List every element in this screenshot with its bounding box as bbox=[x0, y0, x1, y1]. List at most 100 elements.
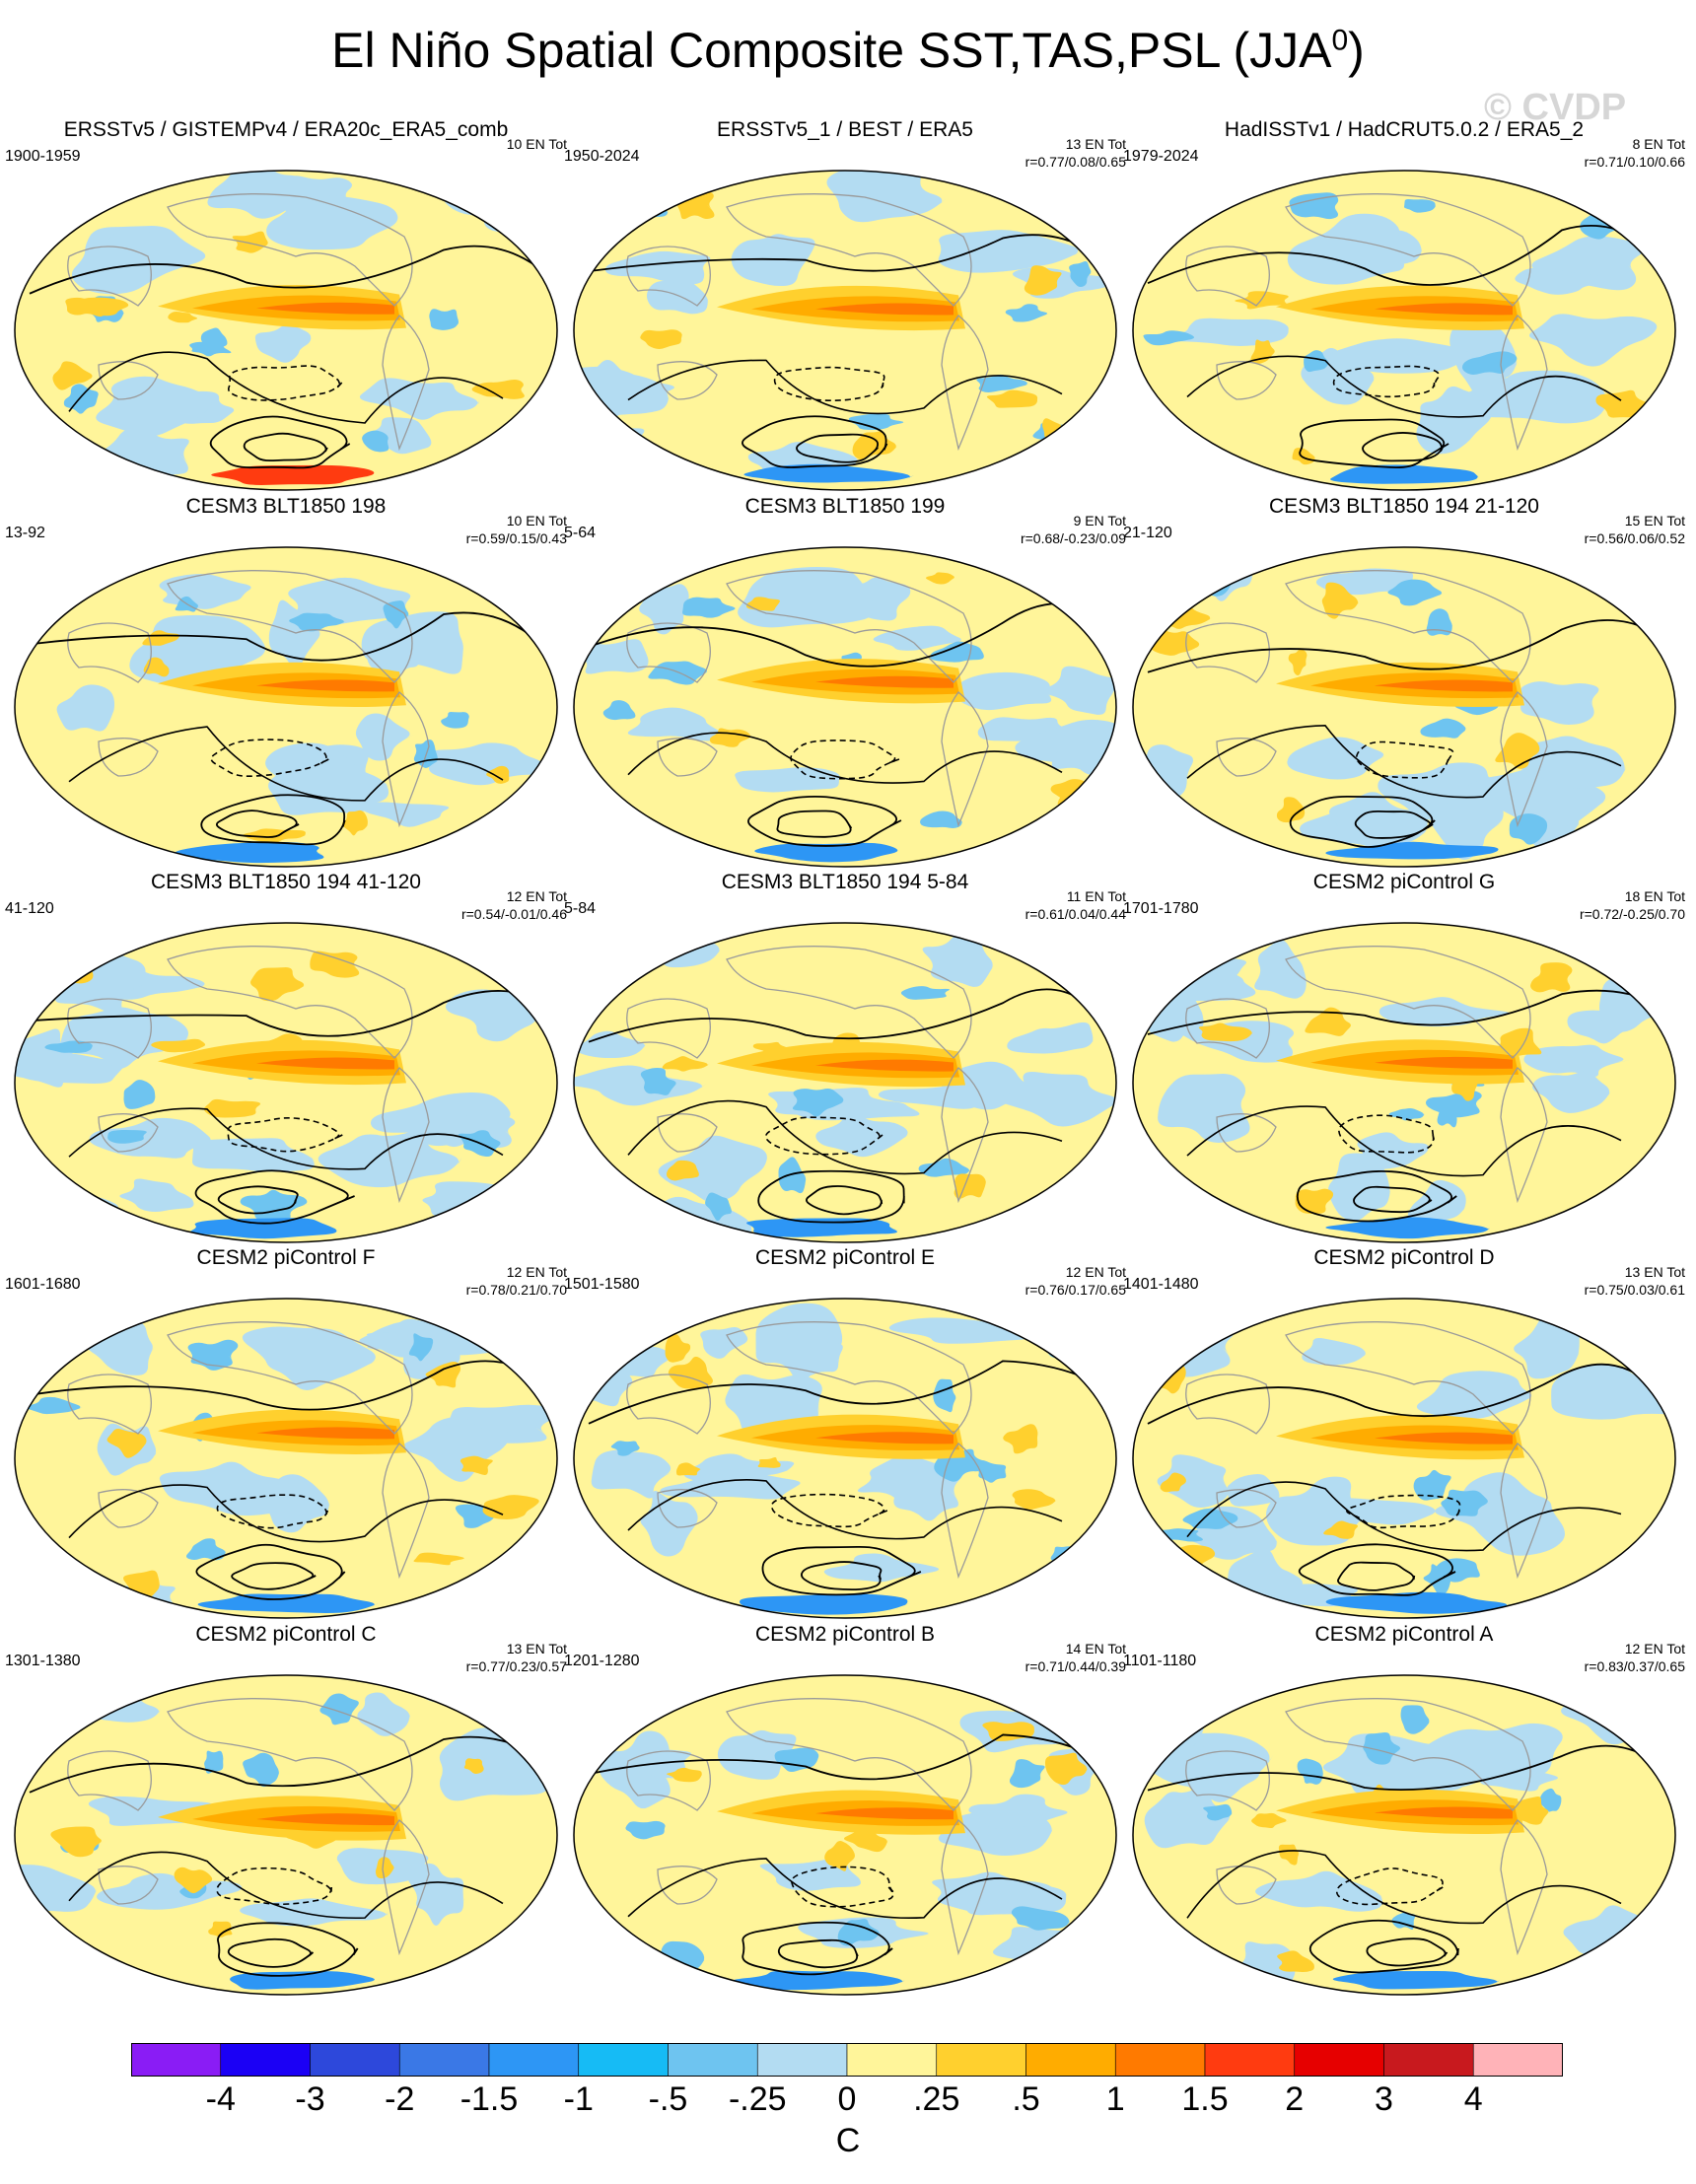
cool-anomaly-patch bbox=[700, 1326, 749, 1359]
cool-anomaly-patch bbox=[779, 1330, 843, 1379]
panel-years: 1201-1280 bbox=[564, 1653, 640, 1669]
positive-psl-contour bbox=[742, 1921, 893, 1976]
cool-anomaly-patch bbox=[191, 1138, 316, 1172]
figure-title-close: ) bbox=[1348, 23, 1365, 78]
colorbar-tick-label: -4 bbox=[205, 2080, 236, 2118]
warm-anomaly-patch bbox=[667, 1767, 703, 1783]
colorbar-tick-label: 4 bbox=[1463, 2080, 1483, 2118]
globe-border bbox=[14, 1298, 558, 1619]
zero-psl-contour bbox=[68, 351, 504, 424]
coastline bbox=[1285, 1698, 1531, 1811]
panel-title: CESM3 BLT1850 194 41-120 bbox=[151, 871, 421, 893]
zero-psl-contour bbox=[588, 988, 1107, 1043]
globe-border bbox=[14, 922, 558, 1243]
warm-anomaly-patch bbox=[1295, 1188, 1334, 1215]
coastline bbox=[167, 1698, 413, 1811]
cool-anomaly-core bbox=[1426, 608, 1452, 636]
globe-map bbox=[14, 170, 558, 491]
negative-psl-contour bbox=[773, 366, 885, 402]
cool-anomaly-core bbox=[920, 810, 962, 828]
cool-anomaly-patch bbox=[1515, 267, 1614, 295]
southern-ocean-anomaly bbox=[1332, 1971, 1500, 1990]
warm-anomaly-patch bbox=[1024, 265, 1062, 296]
warm-anomaly-patch bbox=[675, 1462, 702, 1476]
positive-psl-contour bbox=[195, 1543, 346, 1600]
panel-event-count: 12 EN Tot bbox=[506, 1264, 567, 1280]
warm-anomaly-patch bbox=[1276, 797, 1306, 823]
coastline bbox=[382, 691, 430, 828]
cool-anomaly-patch bbox=[1183, 1744, 1263, 1802]
zero-psl-contour bbox=[68, 1484, 504, 1543]
cool-anomaly-patch bbox=[1329, 792, 1430, 849]
warm-anomaly-patch bbox=[1251, 1812, 1290, 1829]
warm-anomaly-patch bbox=[482, 1495, 539, 1519]
cool-anomaly-patch bbox=[1144, 1783, 1235, 1849]
warm-anomaly-patch bbox=[1321, 582, 1360, 619]
colorbar-tick-label: 3 bbox=[1375, 2080, 1393, 2118]
panel-event-count: 13 EN Tot bbox=[1624, 1264, 1685, 1280]
zero-psl-contour bbox=[1147, 989, 1666, 1035]
cool-anomaly-patch bbox=[1157, 1454, 1229, 1508]
globe-border bbox=[14, 170, 558, 491]
cool-anomaly-patch bbox=[484, 1678, 546, 1720]
enso-tongue-peak bbox=[1375, 679, 1513, 692]
panel-event-count: 8 EN Tot bbox=[1632, 136, 1685, 152]
coastline bbox=[657, 738, 718, 777]
panel-correlation: r=0.77/0.08/0.65 bbox=[1025, 154, 1126, 170]
panel-event-count: 14 EN Tot bbox=[1065, 1641, 1126, 1656]
southern-ocean-anomaly bbox=[1330, 464, 1479, 484]
colorbar-bin bbox=[131, 2043, 222, 2077]
cool-anomaly-patch bbox=[922, 933, 995, 987]
cool-anomaly-core bbox=[778, 1157, 807, 1194]
cool-anomaly-patch bbox=[268, 599, 323, 672]
cool-anomaly-patch bbox=[683, 1453, 795, 1484]
colorbar bbox=[131, 2043, 1563, 2077]
colorbar-tick-label: -3 bbox=[295, 2080, 325, 2118]
cool-anomaly-core bbox=[792, 1088, 846, 1117]
cool-anomaly-core bbox=[1400, 1705, 1431, 1734]
warm-anomaly-patch bbox=[50, 1826, 105, 1858]
colorbar-tick-label: 0 bbox=[837, 2080, 857, 2118]
panel-years: 1301-1380 bbox=[5, 1653, 81, 1669]
panel-years: 13-92 bbox=[5, 525, 45, 541]
colorbar-bin bbox=[846, 2043, 938, 2077]
panel-years: 1900-1959 bbox=[5, 148, 81, 165]
cool-anomaly-patch bbox=[1523, 1044, 1631, 1077]
panel-correlation: r=0.71/0.10/0.66 bbox=[1584, 154, 1685, 170]
cool-anomaly-patch bbox=[1529, 314, 1658, 367]
cool-anomaly-core bbox=[1403, 198, 1436, 213]
map-panel: CESM3 BLT1850 194 41-120 41-120 12 EN Tot r… bbox=[5, 871, 567, 1245]
enso-tongue-peak bbox=[256, 1813, 394, 1826]
coastline bbox=[626, 246, 711, 307]
cool-anomaly-patch bbox=[1133, 951, 1247, 983]
panel-correlation: r=0.54/-0.01/0.46 bbox=[460, 906, 567, 922]
panel-correlation: r=0.72/-0.25/0.70 bbox=[1579, 906, 1685, 922]
zero-psl-contour bbox=[29, 1360, 548, 1411]
warm-anomaly-patch bbox=[852, 431, 898, 460]
cool-anomaly-patch bbox=[439, 1727, 554, 1801]
cool-anomaly-patch bbox=[1378, 997, 1520, 1027]
coastline bbox=[626, 1374, 711, 1435]
warm-anomaly-patch bbox=[986, 389, 1038, 408]
coastline bbox=[1500, 1819, 1548, 1956]
warm-anomaly-patch bbox=[1530, 962, 1573, 993]
globe-border bbox=[573, 546, 1117, 868]
warm-anomaly-patch bbox=[151, 1038, 207, 1053]
zero-psl-contour bbox=[588, 602, 1107, 668]
coastline bbox=[941, 315, 989, 452]
cool-anomaly-core bbox=[383, 600, 410, 629]
coastline bbox=[657, 1866, 718, 1905]
warm-anomaly-patch bbox=[1288, 649, 1307, 676]
positive-psl-contour bbox=[217, 1922, 359, 1977]
panel-event-count: 15 EN Tot bbox=[1624, 513, 1685, 528]
panel-correlation: r=0.71/0.44/0.39 bbox=[1025, 1658, 1126, 1674]
warm-anomaly-patch bbox=[824, 1841, 857, 1871]
coastline bbox=[626, 622, 711, 683]
zero-psl-contour bbox=[588, 1360, 1107, 1425]
globe-border bbox=[573, 1298, 1117, 1619]
cool-anomaly-core bbox=[408, 1333, 434, 1362]
panel-title: CESM2 piControl F bbox=[196, 1246, 376, 1269]
map-panel: CESM2 piControl D 1401-1480 13 EN Tot r=0.7… bbox=[1123, 1246, 1685, 1621]
coastline bbox=[941, 1819, 989, 1956]
zero-psl-contour bbox=[29, 990, 548, 1037]
